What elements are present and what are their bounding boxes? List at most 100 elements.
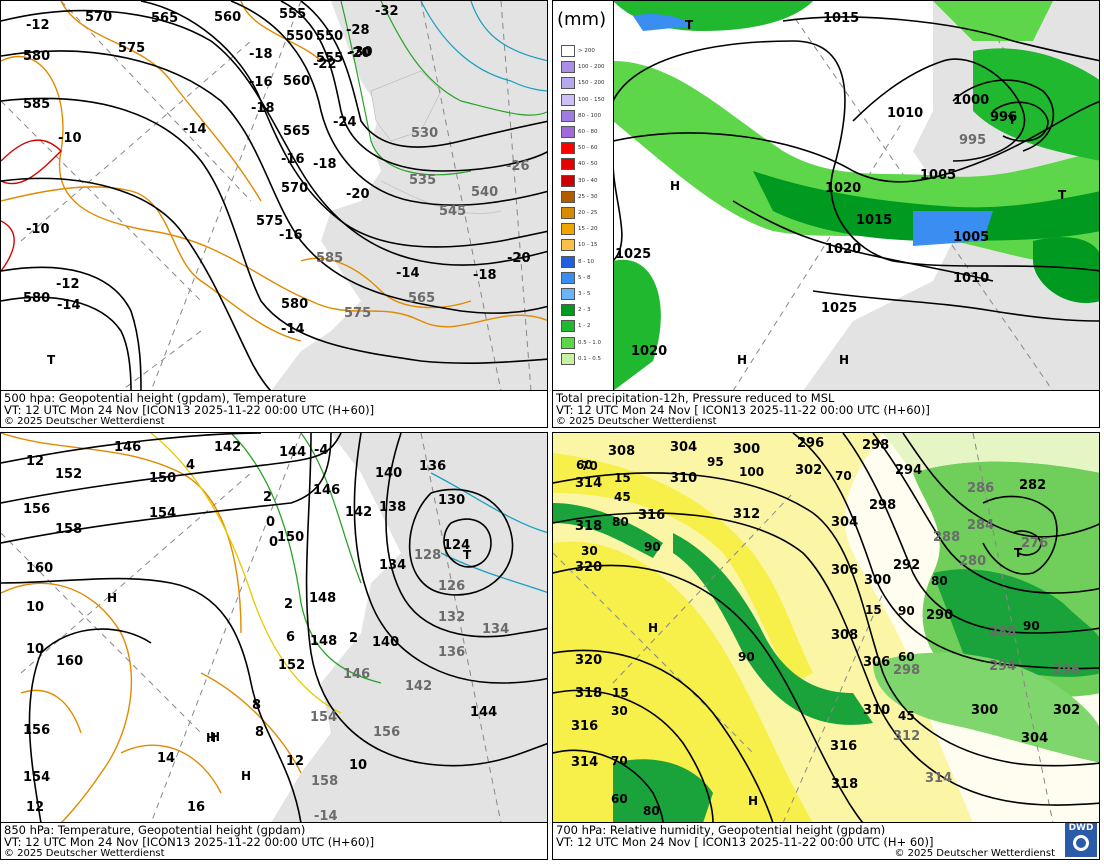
legend-swatch bbox=[561, 320, 575, 333]
height-label: 288 bbox=[989, 625, 1017, 640]
height-label: 310 bbox=[670, 471, 698, 486]
rh-label: 30 bbox=[611, 704, 628, 718]
rh-label: 90 bbox=[644, 540, 661, 554]
legend-unit: (mm) bbox=[557, 9, 607, 30]
temp-label: -16 bbox=[279, 228, 303, 243]
low-marker: T bbox=[685, 18, 694, 32]
height-label: 296 bbox=[1053, 663, 1081, 678]
panel-precip-mslp: (mm) > 200 100 - 200 150 - 200 100 - 150 80 … bbox=[552, 0, 1100, 428]
rh-label: 80 bbox=[612, 515, 629, 529]
legend-swatch bbox=[561, 239, 575, 252]
high-marker: H bbox=[241, 769, 252, 783]
legend-swatch bbox=[561, 336, 575, 349]
height-label: 302 bbox=[795, 463, 823, 478]
legend-label: 25 - 30 bbox=[578, 193, 598, 200]
height-label: 126 bbox=[438, 579, 466, 594]
legend-label: 1 - 2 bbox=[578, 323, 591, 330]
height-label: 160 bbox=[56, 654, 84, 669]
height-label: 555 bbox=[279, 7, 307, 22]
legend-label: 10 - 15 bbox=[578, 242, 598, 249]
temp-label: -16 bbox=[281, 152, 305, 167]
height-label: 300 bbox=[971, 703, 999, 718]
rh-label: 70 bbox=[611, 754, 628, 768]
height-label: 308 bbox=[831, 628, 859, 643]
temp-label: 16 bbox=[187, 800, 206, 815]
rh-label: 70 bbox=[835, 469, 852, 483]
legend-swatch bbox=[561, 77, 575, 90]
temp-label: 2 bbox=[349, 631, 359, 646]
height-label: 540 bbox=[471, 185, 499, 200]
height-label: 304 bbox=[831, 515, 859, 530]
height-label: 156 bbox=[373, 725, 401, 740]
legend-swatch bbox=[561, 288, 575, 300]
valid-time: VT: 12 UTC Mon 24 Nov [ICON13 2025-11-22… bbox=[4, 403, 375, 417]
height-label: 146 bbox=[114, 440, 142, 455]
caption-500hpa: 500 hpa: Geopotential height (gpdam), Te… bbox=[1, 390, 547, 427]
height-label: 308 bbox=[608, 444, 636, 459]
legend-swatch bbox=[561, 45, 575, 57]
isobar-label: 1020 bbox=[825, 242, 862, 257]
isobar-label: 1010 bbox=[887, 106, 924, 121]
height-label: 276 bbox=[1021, 536, 1049, 551]
height-label: 298 bbox=[893, 663, 921, 678]
height-label: 296 bbox=[797, 436, 825, 451]
map-title: Total precipitation-12h, Pressure reduce… bbox=[556, 391, 835, 405]
height-label: 575 bbox=[256, 214, 284, 229]
height-label: 138 bbox=[379, 500, 407, 515]
temp-label: -4 bbox=[314, 443, 329, 458]
height-label: 292 bbox=[893, 558, 921, 573]
height-label: 300 bbox=[864, 573, 892, 588]
height-label: 304 bbox=[1021, 731, 1049, 746]
height-label: 565 bbox=[151, 11, 179, 26]
high-marker: H bbox=[210, 730, 221, 744]
low-marker: T bbox=[463, 548, 472, 562]
height-label: 312 bbox=[733, 507, 761, 522]
height-label: 314 bbox=[575, 476, 603, 491]
legend-label: 80 - 100 bbox=[578, 112, 601, 119]
height-label: 148 bbox=[309, 591, 337, 606]
isobar-label: 1015 bbox=[823, 11, 860, 26]
temp-label: -20 bbox=[347, 46, 371, 61]
map-title: 500 hpa: Geopotential height (gpdam), Te… bbox=[4, 391, 307, 405]
height-label: 152 bbox=[55, 467, 83, 482]
dwd-logo: DWD bbox=[1065, 823, 1097, 857]
isobar-label: 1020 bbox=[631, 344, 668, 359]
temp-label: 8 bbox=[255, 725, 265, 740]
height-label: 585 bbox=[23, 97, 51, 112]
temp-label: -18 bbox=[249, 47, 273, 62]
rh-label: 60 bbox=[576, 458, 593, 472]
rh-label: 80 bbox=[643, 804, 660, 818]
map-500hpa: 570 565 560 555 550 -32 575 580 585 580 … bbox=[1, 1, 547, 391]
height-label: 318 bbox=[831, 777, 859, 792]
height-label: 154 bbox=[23, 770, 51, 785]
height-label: 142 bbox=[214, 440, 242, 455]
isobar-label: 1015 bbox=[856, 213, 893, 228]
low-marker: T bbox=[1058, 188, 1067, 202]
height-label: 156 bbox=[23, 723, 51, 738]
map-title: 700 hPa: Relative humidity, Geopotential… bbox=[556, 823, 886, 837]
rh-label: 60 bbox=[611, 792, 628, 806]
height-label: 152 bbox=[278, 658, 306, 673]
height-label: 580 bbox=[23, 291, 51, 306]
height-label: 146 bbox=[313, 483, 341, 498]
valid-time: VT: 12 UTC Mon 24 Nov [ICON13 2025-11-22… bbox=[4, 835, 375, 849]
height-label: 158 bbox=[311, 774, 339, 789]
height-label: 580 bbox=[281, 297, 309, 312]
height-label: 136 bbox=[419, 459, 447, 474]
temp-label: 2 bbox=[284, 597, 294, 612]
height-label: 310 bbox=[863, 703, 891, 718]
height-label: 565 bbox=[408, 291, 436, 306]
height-label: 294 bbox=[895, 463, 923, 478]
height-label: 124 bbox=[443, 538, 471, 553]
legend-swatch bbox=[561, 109, 575, 122]
rh-label: 90 bbox=[898, 604, 915, 618]
temp-label: -32 bbox=[375, 4, 399, 19]
valid-time: VT: 12 UTC Mon 24 Nov [ ICON13 2025-11-2… bbox=[556, 403, 930, 417]
height-label: 320 bbox=[575, 560, 603, 575]
legend-label: 20 - 25 bbox=[578, 210, 598, 216]
map-precip-svg bbox=[553, 1, 1099, 391]
height-label: 134 bbox=[379, 558, 407, 573]
temp-label: -28 bbox=[346, 23, 370, 38]
valid-time: VT: 12 UTC Mon 24 Nov [ ICON13 2025-11-2… bbox=[556, 835, 934, 849]
height-label: 570 bbox=[281, 181, 309, 196]
